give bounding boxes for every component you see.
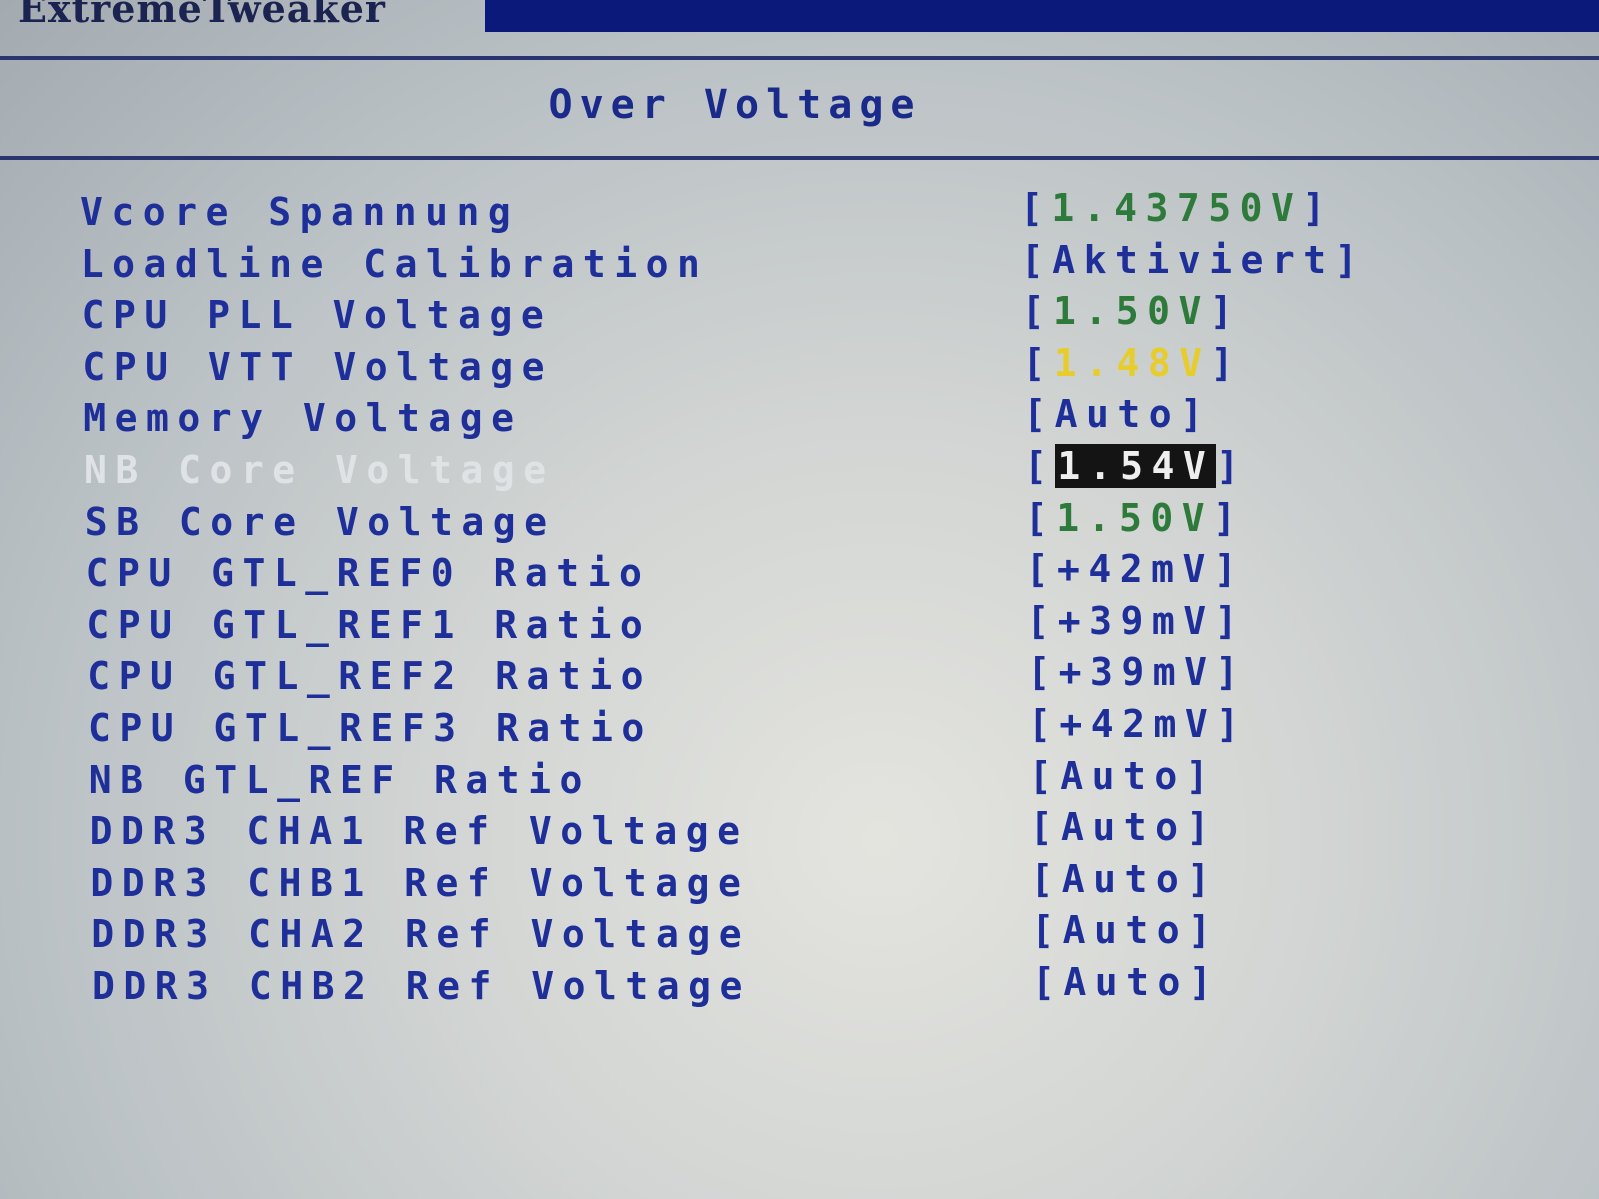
setting-row[interactable]: DDR3 CHA1 Ref Voltage Auto — [89, 805, 1470, 859]
setting-value[interactable]: 1.54V — [1024, 444, 1248, 488]
setting-value[interactable]: +39mV — [1026, 599, 1246, 643]
setting-label: NB GTL_REF Ratio — [88, 757, 591, 802]
setting-value[interactable]: +42mV — [1026, 547, 1246, 591]
setting-label: CPU GTL_REF2 Ratio — [87, 654, 652, 699]
setting-label: DDR3 CHA1 Ref Voltage — [89, 809, 749, 854]
setting-value-text: 1.48V — [1053, 340, 1211, 385]
setting-row[interactable]: CPU GTL_REF2 Ratio +39mV — [87, 650, 1467, 704]
setting-row[interactable]: DDR3 CHB1 Ref Voltage Auto — [90, 857, 1470, 911]
setting-value[interactable]: 1.50V — [1022, 289, 1242, 333]
setting-value-text: +42mV — [1056, 547, 1214, 592]
setting-label: DDR3 CHA2 Ref Voltage — [91, 912, 751, 957]
setting-label: CPU GTL_REF1 Ratio — [86, 602, 652, 647]
setting-label: CPU GTL_REF3 Ratio — [88, 706, 653, 750]
setting-value[interactable]: Auto — [1030, 805, 1218, 849]
setting-label: Vcore Spannung — [80, 190, 520, 234]
setting-value[interactable]: Auto — [1032, 960, 1220, 1004]
setting-label: CPU GTL_REF0 Ratio — [85, 551, 651, 596]
setting-value[interactable]: Aktiviert — [1021, 238, 1366, 282]
setting-label: DDR3 CHB1 Ref Voltage — [90, 860, 750, 905]
setting-value[interactable]: Auto — [1023, 392, 1211, 436]
setting-value[interactable]: +39mV — [1027, 650, 1247, 694]
setting-value-text: Auto — [1060, 753, 1186, 798]
setting-label: CPU PLL Voltage — [81, 293, 553, 338]
setting-value-text: +39mV — [1058, 650, 1216, 695]
setting-row[interactable]: CPU PLL Voltage 1.50V — [81, 289, 1462, 343]
setting-value-text: +42mV — [1059, 702, 1217, 746]
setting-row[interactable]: SB Core Voltage 1.50V — [84, 496, 1465, 550]
setting-label: SB Core Voltage — [84, 499, 556, 544]
setting-value[interactable]: 1.50V — [1025, 496, 1245, 540]
tab-extremetweaker[interactable]: ExtremeTweaker — [18, 0, 386, 31]
setting-row[interactable]: DDR3 CHA2 Ref Voltage Auto — [91, 908, 1471, 962]
setting-row[interactable]: CPU GTL_REF0 Ratio +42mV — [85, 547, 1466, 601]
setting-value-text: Auto — [1062, 908, 1189, 953]
setting-label: NB Core Voltage — [84, 448, 555, 492]
menu-bar — [485, 0, 1599, 32]
setting-value[interactable]: 1.43750V — [1020, 186, 1334, 230]
setting-value-text: +39mV — [1057, 598, 1215, 643]
setting-value[interactable]: Auto — [1031, 908, 1219, 952]
setting-row[interactable]: CPU VTT Voltage 1.48V — [82, 341, 1462, 395]
setting-label: DDR3 CHB2 Ref Voltage — [92, 964, 751, 1008]
setting-label: Memory Voltage — [83, 396, 523, 441]
setting-value-text: 1.50V — [1052, 289, 1210, 334]
setting-value-text: Auto — [1061, 856, 1188, 901]
setting-value-text: Auto — [1060, 805, 1187, 850]
divider — [0, 56, 1599, 60]
setting-label: CPU VTT Voltage — [82, 344, 554, 389]
setting-value-text: 1.50V — [1056, 495, 1214, 540]
setting-row[interactable]: NB Core Voltage 1.54V — [84, 444, 1464, 498]
setting-row[interactable]: NB GTL_REF Ratio Auto — [88, 754, 1469, 808]
setting-row[interactable]: DDR3 CHB2 Ref Voltage Auto — [92, 960, 1472, 1014]
setting-value[interactable]: +42mV — [1028, 702, 1248, 746]
page-title: Over Voltage — [548, 82, 922, 128]
setting-row[interactable]: CPU GTL_REF1 Ratio +39mV — [86, 599, 1466, 653]
setting-row[interactable]: Loadline Calibration Aktiviert — [80, 238, 1461, 292]
setting-value-text: 1.43750V — [1051, 186, 1303, 230]
setting-value-text: 1.54V — [1055, 444, 1217, 488]
setting-value-text: Aktiviert — [1052, 237, 1335, 282]
setting-value-text: Auto — [1063, 960, 1189, 1004]
setting-row[interactable]: Vcore Spannung 1.43750V — [80, 186, 1460, 240]
divider — [0, 156, 1599, 160]
setting-value[interactable]: Auto — [1030, 857, 1218, 901]
setting-label: Loadline Calibration — [80, 241, 709, 286]
setting-row[interactable]: CPU GTL_REF3 Ratio +42mV — [88, 702, 1468, 756]
setting-value[interactable]: Auto — [1029, 754, 1217, 798]
setting-value-text: Auto — [1054, 392, 1181, 437]
setting-value[interactable]: 1.48V — [1022, 341, 1242, 385]
setting-row[interactable]: Memory Voltage Auto — [83, 392, 1463, 446]
